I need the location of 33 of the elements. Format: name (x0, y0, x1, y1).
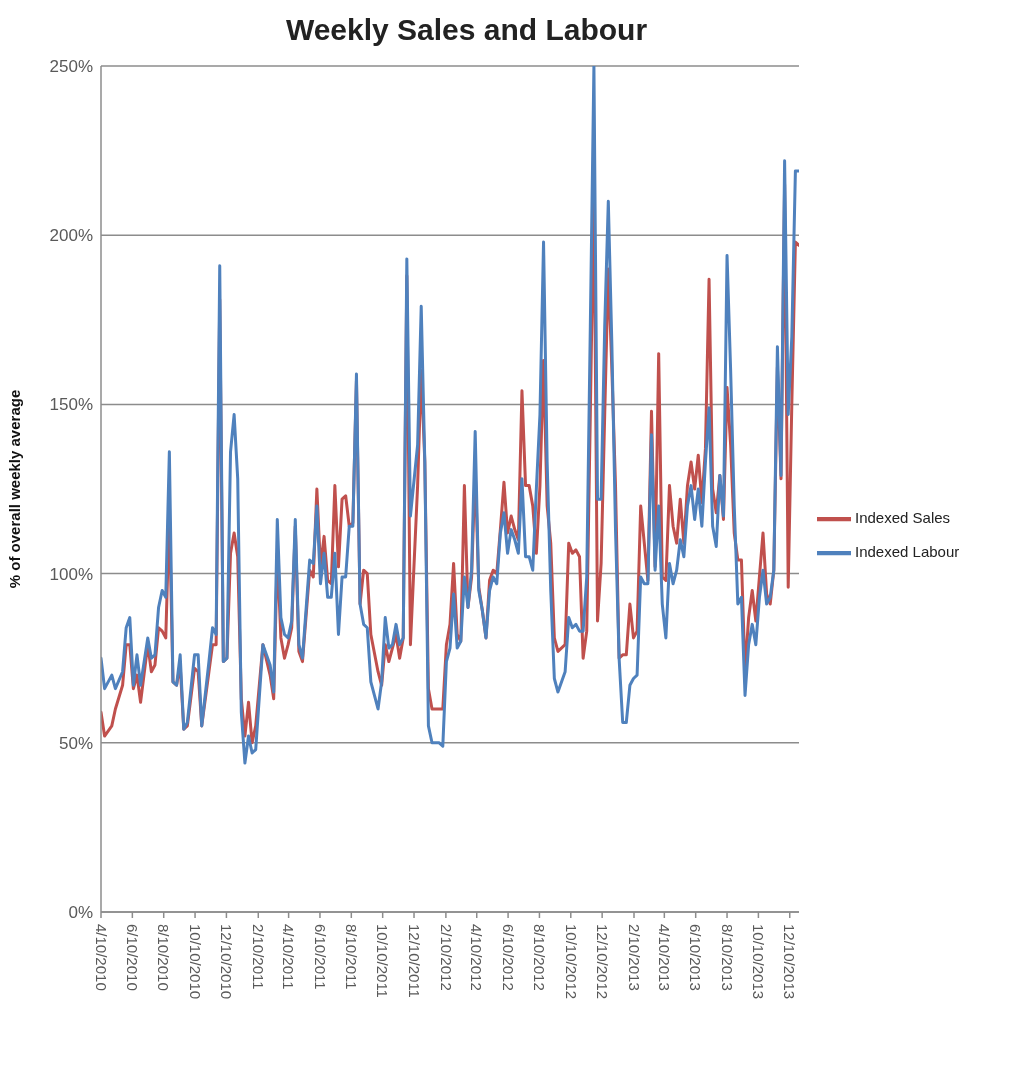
y-axis-title: % of overall weekly average (6, 389, 24, 589)
y-tick-label: 100% (49, 564, 93, 584)
chart-title: Weekly Sales and Labour (284, 12, 649, 48)
legend-label: Indexed Labour (855, 542, 960, 560)
x-tick-label: 12/10/2012 (593, 924, 611, 1000)
y-tick-label: 250% (49, 57, 93, 77)
x-tick-label: 12/10/2011 (405, 924, 423, 998)
x-tick-label: 4/10/2011 (280, 924, 298, 990)
y-tick-label: 0% (68, 903, 93, 923)
x-tick-label: 4/10/2013 (656, 924, 674, 991)
x-tick-label: 10/10/2013 (750, 924, 768, 1000)
y-tick-label: 200% (49, 226, 93, 246)
legend-label: Indexed Sales (855, 508, 951, 526)
x-tick-label: 10/10/2011 (374, 924, 392, 998)
x-tick-label: 2/10/2013 (625, 924, 643, 991)
y-tick-label: 50% (58, 733, 93, 753)
x-tick-label: 6/10/2013 (687, 924, 705, 991)
x-tick-label: 8/10/2012 (531, 924, 549, 991)
x-tick-label: 12/10/2010 (218, 924, 236, 1000)
y-tick-label: 150% (49, 395, 93, 415)
x-tick-label: 4/10/2012 (468, 924, 486, 991)
x-tick-label: 6/10/2011 (311, 924, 329, 990)
x-tick-label: 12/10/2013 (781, 924, 799, 1000)
x-tick-label: 6/10/2010 (124, 924, 142, 991)
x-tick-label: 8/10/2010 (155, 924, 173, 991)
x-tick-label: 6/10/2012 (499, 924, 517, 991)
x-tick-label: 2/10/2012 (437, 924, 455, 991)
x-tick-label: 8/10/2011 (343, 924, 361, 990)
x-tick-label: 2/10/2011 (250, 924, 268, 990)
x-tick-label: 4/10/2010 (92, 924, 110, 991)
x-tick-label: 10/10/2010 (186, 924, 204, 1000)
x-tick-label: 8/10/2013 (718, 924, 736, 991)
x-tick-label: 10/10/2012 (562, 924, 580, 1000)
